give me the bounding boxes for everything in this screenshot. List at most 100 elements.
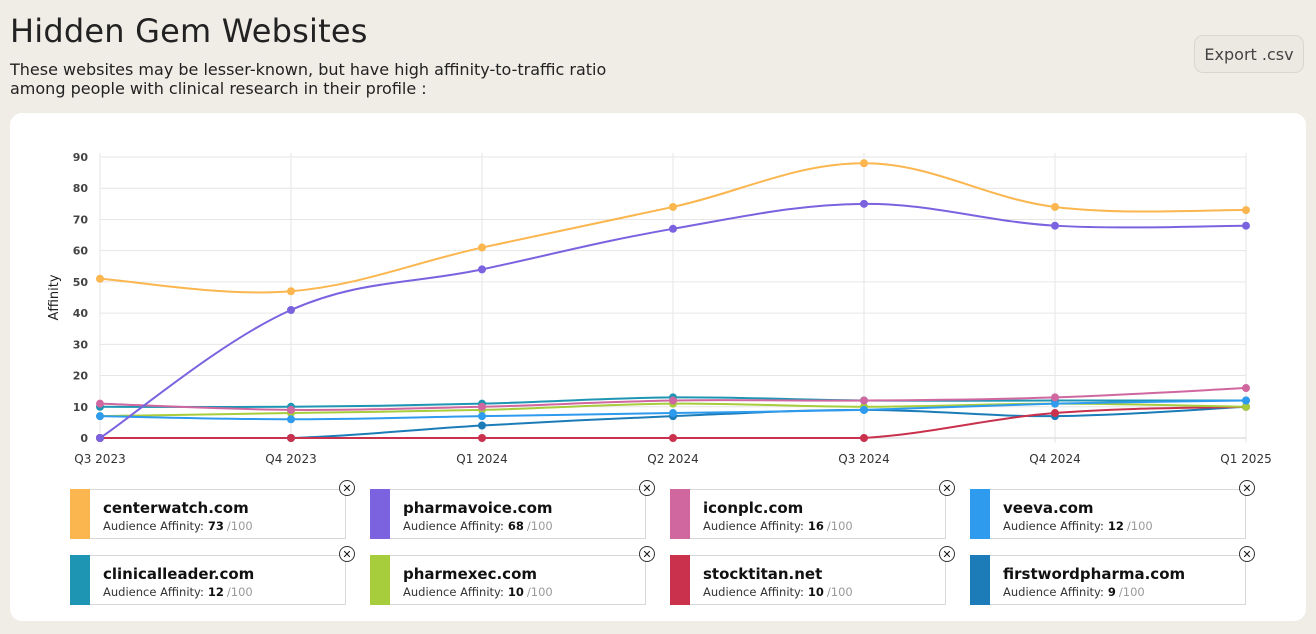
legend-affinity-value: 73: [207, 519, 224, 533]
data-point: [860, 199, 868, 208]
legend-affinity: Audience Affinity: 9/100: [1003, 585, 1145, 599]
legend-item[interactable]: iconplc.com Audience Affinity: 16/100 ✕: [670, 480, 955, 539]
data-point: [669, 202, 677, 211]
x-tick-label: Q1 2024: [456, 452, 507, 466]
x-tick-label: Q4 2024: [1029, 452, 1080, 466]
data-point: [478, 402, 486, 411]
legend-site-name: iconplc.com: [703, 499, 804, 517]
data-point: [287, 305, 295, 314]
legend-affinity: Audience Affinity: 10/100: [703, 585, 853, 599]
legend-affinity-max: /100: [226, 585, 253, 599]
legend-site-name: firstwordpharma.com: [1003, 565, 1186, 583]
remove-series-close-icon[interactable]: ✕: [1239, 480, 1255, 496]
data-point: [478, 243, 486, 252]
legend-affinity-max: /100: [226, 519, 253, 533]
legend-site-name: centerwatch.com: [103, 499, 249, 517]
data-point: [669, 434, 677, 442]
legend-site-name: pharmexec.com: [403, 565, 538, 583]
remove-series-close-icon[interactable]: ✕: [639, 480, 655, 496]
legend-affinity: Audience Affinity: 12/100: [1003, 519, 1153, 533]
legend-site-name: pharmavoice.com: [403, 499, 553, 517]
data-point: [669, 396, 677, 405]
remove-series-close-icon[interactable]: ✕: [1239, 546, 1255, 562]
legend-swatch: [370, 489, 390, 539]
legend-swatch: [970, 555, 990, 605]
legend-swatch: [370, 555, 390, 605]
legend-site-name: stocktitan.net: [703, 565, 823, 583]
data-point: [287, 415, 295, 424]
data-point: [96, 434, 104, 442]
data-point: [669, 224, 677, 233]
x-tick-label: Q3 2023: [74, 452, 125, 466]
legend-site-name: clinicalleader.com: [103, 565, 255, 583]
legend-affinity-label: Audience Affinity:: [403, 519, 504, 533]
remove-series-close-icon[interactable]: ✕: [639, 546, 655, 562]
remove-series-close-icon[interactable]: ✕: [339, 480, 355, 496]
data-point: [478, 265, 486, 274]
page-title: Hidden Gem Websites: [10, 12, 368, 50]
legend-affinity-value: 9: [1107, 585, 1116, 599]
y-tick-label: 70: [73, 213, 89, 226]
data-point: [96, 274, 104, 283]
x-tick-label: Q3 2024: [838, 452, 889, 466]
y-tick-label: 0: [80, 432, 88, 445]
x-tick-label: Q2 2024: [647, 452, 698, 466]
legend-item[interactable]: pharmexec.com Audience Affinity: 10/100 ✕: [370, 546, 655, 605]
data-point: [1242, 221, 1250, 230]
export-csv-button[interactable]: Export .csv: [1194, 35, 1304, 73]
data-point: [860, 159, 868, 168]
data-point: [96, 412, 104, 421]
legend-affinity-max: /100: [826, 519, 853, 533]
legend-affinity-label: Audience Affinity:: [1003, 519, 1104, 533]
legend-swatch: [670, 555, 690, 605]
legend-swatch: [70, 555, 90, 605]
legend-affinity-label: Audience Affinity:: [103, 585, 204, 599]
legend-item[interactable]: veeva.com Audience Affinity: 12/100 ✕: [970, 480, 1255, 539]
legend-affinity-label: Audience Affinity:: [403, 585, 504, 599]
legend-affinity-value: 12: [207, 585, 224, 599]
legend-affinity-label: Audience Affinity:: [1003, 585, 1104, 599]
legend-affinity: Audience Affinity: 16/100: [703, 519, 853, 533]
y-tick-label: 50: [73, 276, 89, 289]
legend-affinity-label: Audience Affinity:: [703, 519, 804, 533]
data-point: [1051, 393, 1059, 402]
data-point: [287, 434, 295, 442]
legend-affinity-max: /100: [526, 585, 553, 599]
legend-affinity-label: Audience Affinity:: [103, 519, 204, 533]
page-subtitle: These websites may be lesser-known, but …: [10, 60, 607, 98]
legend-affinity-value: 10: [507, 585, 524, 599]
legend-affinity: Audience Affinity: 12/100: [103, 585, 253, 599]
data-point: [1051, 399, 1059, 408]
y-tick-label: 90: [73, 151, 89, 164]
data-point: [96, 399, 104, 408]
y-tick-label: 30: [73, 338, 89, 351]
y-axis-label: Affinity: [47, 274, 62, 320]
legend-item[interactable]: firstwordpharma.com Audience Affinity: 9/1…: [970, 546, 1255, 605]
legend-affinity-max: /100: [1118, 585, 1145, 599]
legend-item[interactable]: centerwatch.com Audience Affinity: 73/100 ✕: [70, 480, 355, 539]
data-point: [1051, 202, 1059, 211]
y-tick-label: 10: [73, 401, 89, 414]
remove-series-close-icon[interactable]: ✕: [939, 480, 955, 496]
x-tick-label: Q1 2025: [1220, 452, 1271, 466]
y-tick-label: 40: [73, 307, 89, 320]
legend-affinity: Audience Affinity: 68/100: [403, 519, 553, 533]
remove-series-close-icon[interactable]: ✕: [939, 546, 955, 562]
data-point: [1242, 206, 1250, 215]
data-point: [860, 405, 868, 414]
legend-affinity-value: 12: [1107, 519, 1124, 533]
legend-affinity-max: /100: [526, 519, 553, 533]
legend-item[interactable]: stocktitan.net Audience Affinity: 10/100 ✕: [670, 546, 955, 605]
legend-swatch: [670, 489, 690, 539]
remove-series-close-icon[interactable]: ✕: [339, 546, 355, 562]
data-point: [1242, 396, 1250, 405]
y-tick-label: 80: [73, 182, 89, 195]
legend-affinity: Audience Affinity: 73/100: [103, 519, 253, 533]
legend-item[interactable]: pharmavoice.com Audience Affinity: 68/100 ✕: [370, 480, 655, 539]
legend-affinity-value: 68: [507, 519, 524, 533]
legend-affinity-value: 10: [807, 585, 824, 599]
y-tick-label: 20: [73, 370, 89, 383]
x-tick-label: Q4 2023: [265, 452, 316, 466]
legend-affinity: Audience Affinity: 10/100: [403, 585, 553, 599]
legend-item[interactable]: clinicalleader.com Audience Affinity: 12/1…: [70, 546, 355, 605]
